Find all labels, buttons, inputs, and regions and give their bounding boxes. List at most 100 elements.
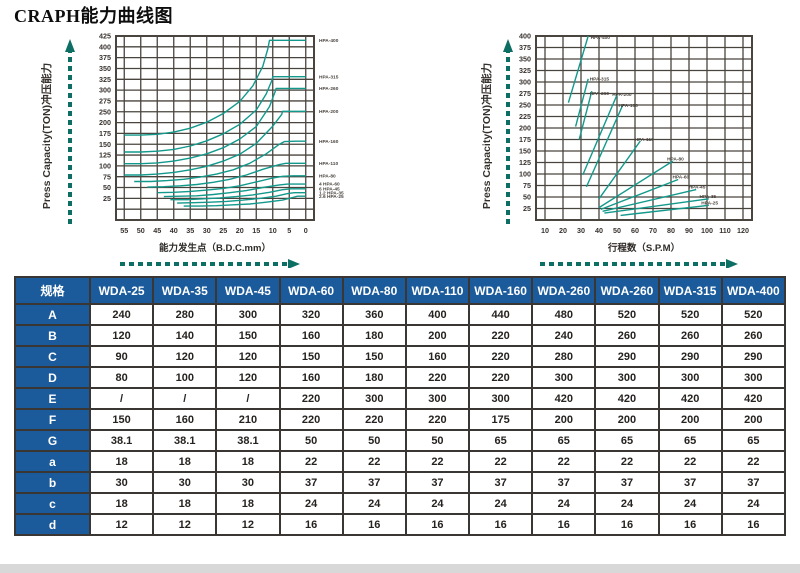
row-label: d	[14, 513, 91, 536]
spm-capacity-chart: 400 375 350 325 300 275 250 225 200 175 150 125 100 7…	[480, 32, 753, 268]
table-row: c 18 18 18 24 24 24 24 24 24 24 24	[14, 492, 787, 515]
page-title: CRAPH能力曲线图	[14, 6, 173, 26]
series-label: HPA-200	[319, 109, 339, 115]
y-axis-tick: 200	[519, 124, 531, 133]
y-axis-tick: 425	[99, 32, 111, 41]
spec-value-cell: 220	[341, 408, 407, 431]
series-curve-HPA-200	[124, 110, 306, 176]
x-axis-tick: 20	[559, 226, 567, 235]
series-curve-HPA-110	[598, 140, 641, 200]
row-label: A	[14, 303, 91, 326]
y-axis-tick: 100	[519, 170, 531, 179]
spec-value-cell: 50	[278, 429, 344, 452]
row-label: C	[14, 345, 91, 368]
series-label: HPA-110	[319, 161, 338, 167]
series-label: 4 HPA-60	[319, 182, 340, 188]
spec-value-cell: 37	[531, 471, 597, 494]
charts-row: 425 400 375 350 325 300 275 250 200 175 150 125 100 7…	[0, 26, 800, 268]
y-axis-tick: 250	[519, 101, 531, 110]
spec-value-cell: 180	[341, 324, 407, 347]
spec-value-cell: 24	[468, 492, 534, 515]
y-axis-tick: 275	[519, 89, 531, 98]
series-label: HPA-110	[635, 137, 654, 143]
spec-value-cell: 24	[594, 492, 660, 515]
y-axis-tick: 75	[523, 181, 531, 190]
series-label: HPA-80	[667, 157, 684, 163]
x-axis-tick: 100	[701, 226, 713, 235]
spec-value-cell: 24	[657, 492, 723, 515]
y-axis-tick: 125	[519, 158, 531, 167]
x-axis-tick: 80	[667, 226, 675, 235]
model-header-cell: WDA-80	[341, 276, 407, 305]
spec-value-cell: 12	[215, 513, 281, 536]
series-label: 2.6 HPA-25	[319, 194, 344, 200]
footer-strip	[0, 564, 800, 573]
x-axis-tick: 35	[186, 226, 194, 235]
spec-value-cell: 240	[88, 303, 155, 326]
x-axis-tick: 5	[287, 226, 291, 235]
row-label: D	[14, 366, 91, 389]
series-label: HPA-260	[590, 91, 610, 97]
spec-value-cell: 24	[531, 492, 597, 515]
y-axis-tick: 200	[99, 118, 111, 127]
spec-value-cell: 260	[720, 324, 787, 347]
y-axis-tick: 325	[99, 75, 111, 84]
series-curve-HPA-110	[147, 162, 306, 188]
spec-value-cell: 22	[531, 450, 597, 473]
y-axis-tick: 375	[519, 43, 531, 52]
spec-value-cell: 120	[88, 324, 155, 347]
spec-value-cell: 300	[531, 366, 597, 389]
spec-value-cell: 150	[278, 345, 344, 368]
y-axis-tick: 150	[99, 140, 111, 149]
series-label: HPA-45	[689, 185, 706, 191]
model-header-cell: WDA-260	[531, 276, 597, 305]
spec-value-cell: 420	[720, 387, 787, 410]
x-axis-tick: 20	[236, 226, 244, 235]
spec-value-cell: 24	[720, 492, 787, 515]
plot-border	[535, 35, 753, 221]
spec-value-cell: 440	[468, 303, 534, 326]
spec-value-cell: 38.1	[88, 429, 155, 452]
x-axis-tick: 0	[304, 226, 308, 235]
series-label: HPA-80	[319, 173, 336, 179]
spec-value-cell: 38.1	[152, 429, 218, 452]
spec-value-cell: 50	[404, 429, 471, 452]
spec-value-cell: 420	[531, 387, 597, 410]
spec-value-cell: 65	[594, 429, 660, 452]
spec-value-cell: 16	[720, 513, 787, 536]
bdc-capacity-chart: 4254003753503253002752502001751501251007…	[40, 32, 344, 268]
spec-value-cell: 65	[720, 429, 787, 452]
series-curve-HPA-80	[598, 160, 674, 209]
model-header-cell: WDA-400	[720, 276, 787, 305]
spec-value-cell: 50	[341, 429, 407, 452]
spec-value-cell: 420	[657, 387, 723, 410]
spec-value-cell: 12	[88, 513, 155, 536]
spec-header-cell: 规格	[14, 276, 91, 305]
row-label: G	[14, 429, 91, 452]
series-label: HPA-315	[319, 74, 339, 80]
series-label: HPA-60	[673, 175, 690, 181]
spec-value-cell: /	[215, 387, 281, 410]
spec-value-cell: 37	[341, 471, 407, 494]
spec-value-cell: 24	[404, 492, 471, 515]
spec-value-cell: 520	[720, 303, 787, 326]
spec-value-cell: 12	[152, 513, 218, 536]
spec-value-cell: 120	[215, 345, 281, 368]
spec-value-cell: 16	[531, 513, 597, 536]
spec-value-cell: 30	[215, 471, 281, 494]
y-axis-tick: 150	[519, 147, 531, 156]
model-header-cell: WDA-315	[657, 276, 723, 305]
series-label: HPA-160	[319, 139, 339, 145]
model-header-cell: WDA-60	[278, 276, 344, 305]
spec-value-cell: 280	[152, 303, 218, 326]
spec-value-cell: 150	[215, 324, 281, 347]
series-label: HPA-200	[612, 92, 632, 98]
y-axis-tick: 75	[103, 172, 111, 181]
spec-value-cell: 80	[88, 366, 155, 389]
x-axis-tick: 15	[252, 226, 260, 235]
spec-value-cell: 220	[404, 408, 471, 431]
spec-value-cell: 220	[278, 408, 344, 431]
series-curve-HPA-400	[567, 35, 589, 103]
table-row: A 240 280 300 320 360 400 440 480 520 520 520	[14, 303, 787, 326]
